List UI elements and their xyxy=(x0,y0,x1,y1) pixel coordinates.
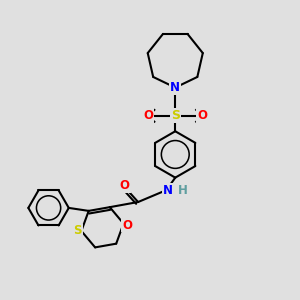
Text: N: N xyxy=(163,184,173,196)
Text: N: N xyxy=(170,81,180,94)
Text: O: O xyxy=(143,109,154,122)
Text: S: S xyxy=(74,224,82,238)
Text: O: O xyxy=(197,109,207,122)
Text: S: S xyxy=(171,109,180,122)
Text: O: O xyxy=(122,218,132,232)
Text: O: O xyxy=(120,178,130,192)
Text: H: H xyxy=(178,184,188,196)
